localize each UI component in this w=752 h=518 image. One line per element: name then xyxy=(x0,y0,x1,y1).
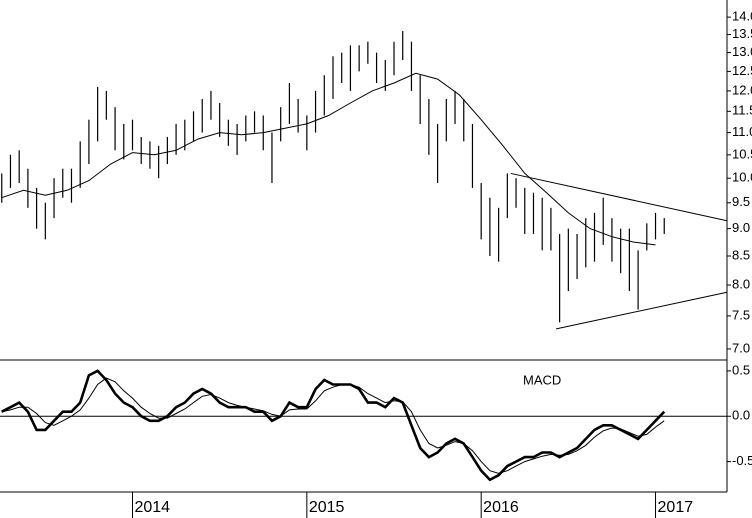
y-tick-label: 11.0 xyxy=(732,124,752,139)
macd-line xyxy=(1,369,666,482)
trendline xyxy=(510,172,728,222)
x-tick-label: 2017 xyxy=(658,499,694,516)
y-tick-label: 7.0 xyxy=(732,340,750,355)
y-tick-label: 7.5 xyxy=(732,307,750,322)
x-tick-label: 2015 xyxy=(309,499,345,516)
moving-average xyxy=(1,72,656,246)
macd-label: MACD xyxy=(523,372,561,387)
y-tick-label: 8.0 xyxy=(732,276,750,291)
y-tick-label: -0.5 xyxy=(732,453,752,468)
y-tick-label: 13.5 xyxy=(732,26,752,41)
x-tick-label: 2014 xyxy=(134,499,170,516)
y-tick-label: 0.0 xyxy=(732,408,750,423)
y-tick-label: 9.5 xyxy=(732,194,750,209)
y-tick-label: 13.0 xyxy=(732,44,752,59)
x-tick-label: 2016 xyxy=(483,499,519,516)
y-tick-label: 12.0 xyxy=(732,82,752,97)
y-tick-label: 9.0 xyxy=(732,220,750,235)
trendline xyxy=(556,291,728,330)
y-tick-label: 12.5 xyxy=(732,63,752,78)
y-tick-label: 8.5 xyxy=(732,247,750,262)
y-tick-label: 10.0 xyxy=(732,170,752,185)
y-tick-label: 11.5 xyxy=(732,103,752,118)
y-tick-label: 0.5 xyxy=(732,362,750,377)
y-tick-label: 10.5 xyxy=(732,146,752,161)
y-tick-label: 14.0 xyxy=(732,9,752,24)
